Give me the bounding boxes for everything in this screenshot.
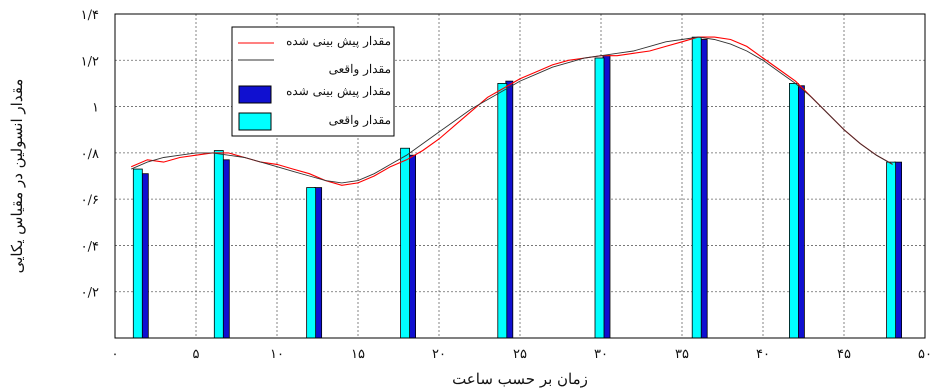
x-tick-label: ۳۵ xyxy=(675,347,689,362)
x-axis-title: زمان بر حسب ساعت xyxy=(452,370,588,388)
y-tick-label: ۰/۸ xyxy=(81,147,99,162)
legend-label-actual-bar: مقدار واقعی xyxy=(329,113,391,127)
bar-actual xyxy=(691,36,702,339)
bar-actual xyxy=(213,150,224,339)
x-tick-label: ۴۰ xyxy=(756,347,770,362)
y-tick-label: ۰/۶ xyxy=(81,193,99,208)
x-tick-labels: ۰ ۵ ۱۰ ۱۵ ۲۰ ۲۵ ۳۰ ۳۵ ۴۰ ۴۵ ۵۰ xyxy=(112,347,930,362)
legend-label-predicted-bar: مقدار پیش بینی شده xyxy=(286,84,391,98)
x-tick-label: ۴۵ xyxy=(837,347,851,362)
y-tick-labels: ۰/۲ ۰/۴ ۰/۶ ۰/۸ ۱ ۱/۲ ۱/۴ xyxy=(81,8,99,301)
x-tick-label: ۱۰ xyxy=(270,347,284,362)
bar-actual xyxy=(886,161,896,339)
y-tick-label: ۱/۴ xyxy=(81,8,99,23)
legend-swatch-actual-bar xyxy=(238,112,272,131)
bar-actual xyxy=(789,83,799,339)
y-tick-label: ۱/۲ xyxy=(81,54,99,69)
legend-swatch-predicted-bar xyxy=(238,85,272,104)
x-tick-label: ۲۰ xyxy=(432,347,446,362)
x-tick-label: ۰ xyxy=(112,347,119,362)
legend: مقدار پیش بینی شده مقدار واقعی مقدار پیش… xyxy=(231,26,395,137)
x-tick-label: ۲۵ xyxy=(513,347,527,362)
y-axis-title: مقدار انسولین در مقیاس یکایی xyxy=(8,79,26,274)
x-tick-label: ۵ xyxy=(193,347,200,362)
bar-actual xyxy=(497,83,508,339)
bar-actual xyxy=(594,57,605,339)
y-tick-label: ۱ xyxy=(92,101,99,116)
legend-label-actual-line: مقدار واقعی xyxy=(329,62,391,76)
bar-actual xyxy=(400,147,411,339)
bar-actual xyxy=(306,187,317,339)
x-tick-label: ۵۰ xyxy=(918,347,930,362)
x-tick-label: ۳۰ xyxy=(594,347,608,362)
legend-label-predicted-line: مقدار پیش بینی شده xyxy=(286,34,391,48)
plot-frame xyxy=(114,13,926,339)
y-tick-label: ۰/۴ xyxy=(81,239,99,254)
bar-actual xyxy=(132,168,143,339)
x-tick-label: ۱۵ xyxy=(351,347,365,362)
lines xyxy=(130,36,893,186)
line-actual xyxy=(131,36,893,184)
y-tick-label: ۰/۲ xyxy=(81,286,99,301)
